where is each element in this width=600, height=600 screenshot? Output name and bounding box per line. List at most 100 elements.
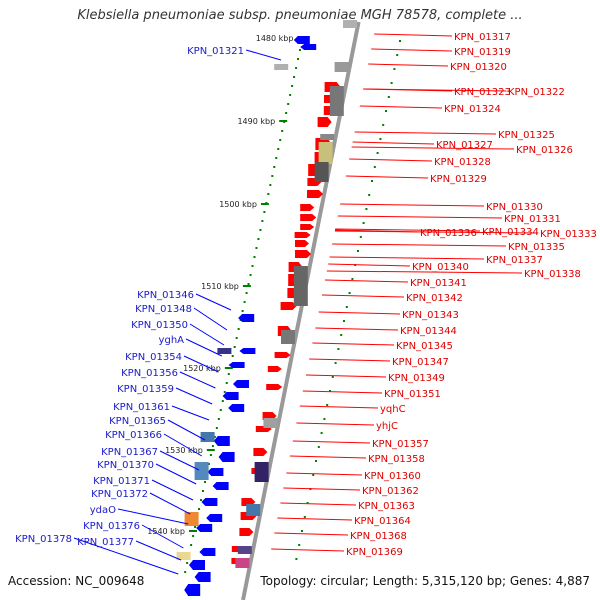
scale-dot — [376, 152, 379, 154]
forward-gene-label[interactable]: KPN_01368 — [350, 531, 407, 542]
reverse-gene-label[interactable]: KPN_01367 — [101, 447, 158, 458]
summary-text: Topology: circular; Length: 5,315,120 bp… — [260, 574, 590, 588]
scale-tick-label: 1480 kbp — [256, 34, 294, 43]
reverse-gene-label[interactable]: KPN_01356 — [121, 368, 178, 379]
forward-gene-label[interactable]: KPN_01358 — [368, 454, 425, 465]
reverse-gene-label[interactable]: KPN_01371 — [93, 476, 150, 487]
reverse-leader-line — [175, 387, 213, 405]
forward-gene-label[interactable]: KPN_01343 — [402, 310, 459, 321]
forward-gene-label[interactable]: KPN_01338 — [524, 269, 581, 280]
reverse-gene-label[interactable]: KPN_01377 — [77, 537, 134, 548]
scale-dot — [295, 67, 298, 69]
reverse-gene-label[interactable]: KPN_01372 — [91, 489, 148, 500]
reverse-gene-arrow — [184, 584, 201, 596]
forward-gene-label[interactable]: KPN_01369 — [346, 547, 403, 558]
reverse-leader-line — [185, 338, 223, 357]
forward-gene-label[interactable]: KPN_01344 — [400, 326, 457, 337]
forward-gene-label[interactable]: KPN_01341 — [410, 278, 467, 289]
scale-dot — [362, 222, 365, 224]
forward-gene-label[interactable]: KPN_01337 — [486, 255, 543, 266]
forward-gene-label[interactable]: KPN_01345 — [396, 341, 453, 352]
reverse-gene-label[interactable]: KPN_01365 — [109, 416, 166, 427]
forward-gene-label[interactable]: KPN_01364 — [354, 516, 411, 527]
reverse-gene-label[interactable]: ydaO — [90, 505, 116, 516]
reverse-gene-label[interactable]: KPN_01359 — [117, 384, 174, 395]
scale-dot — [192, 535, 195, 537]
forward-gene-label[interactable]: KPN_01329 — [430, 174, 487, 185]
reverse-gene-label[interactable]: KPN_01378 — [15, 534, 72, 545]
reverse-gene-label[interactable]: KPN_01354 — [125, 352, 182, 363]
forward-gene-label[interactable]: yhjC — [376, 421, 398, 432]
forward-gene-label[interactable]: KPN_01320 — [450, 62, 507, 73]
scale-dot — [215, 427, 218, 429]
forward-gene-label[interactable]: KPN_01335 — [508, 242, 565, 253]
reverse-gene-label[interactable]: KPN_01348 — [135, 304, 192, 315]
reverse-gene-label[interactable]: KPN_01376 — [83, 521, 140, 532]
forward-gene-arrow — [295, 240, 309, 247]
forward-gene-label[interactable]: KPN_01324 — [444, 104, 501, 115]
forward-leader-line — [351, 146, 515, 150]
forward-leader-line — [349, 158, 433, 162]
forward-gene-label[interactable]: KPN_01360 — [364, 471, 421, 482]
reverse-gene-label[interactable]: KPN_01350 — [131, 320, 188, 331]
forward-gene-label[interactable]: KPN_01319 — [454, 47, 511, 58]
reverse-gene-label[interactable]: KPN_01370 — [97, 460, 154, 471]
forward-gene-label[interactable]: KPN_01340 — [412, 262, 469, 273]
forward-gene-label[interactable]: KPN_01325 — [498, 130, 555, 141]
reverse-gene-label[interactable]: KPN_01366 — [105, 430, 162, 441]
reverse-gene-arrow — [239, 348, 256, 354]
cog-box — [343, 20, 357, 28]
scale-dot — [385, 110, 387, 112]
forward-gene-label[interactable]: KPN_01333 — [540, 229, 597, 240]
forward-gene-label[interactable]: KPN_01362 — [362, 486, 419, 497]
scale-dot — [263, 211, 266, 213]
scale-dot — [329, 390, 331, 392]
forward-gene-label[interactable]: KPN_01342 — [406, 293, 463, 304]
map-title: Klebsiella pneumoniae subsp. pneumoniae … — [77, 8, 523, 23]
scale-dot — [203, 481, 206, 483]
scale-dot — [373, 166, 376, 168]
scale-dot — [287, 103, 290, 105]
forward-gene-label[interactable]: KPN_01363 — [358, 501, 415, 512]
reverse-gene-label[interactable]: KPN_01361 — [113, 402, 170, 413]
forward-gene-label[interactable]: KPN_01357 — [372, 439, 429, 450]
cog-box — [314, 162, 329, 182]
forward-gene-label[interactable]: yqhC — [380, 404, 406, 415]
reverse-gene-arrow — [194, 572, 211, 582]
reverse-gene-label[interactable]: KPN_01346 — [137, 290, 194, 301]
forward-gene-label[interactable]: KPN_01327 — [436, 140, 493, 151]
forward-gene-label[interactable]: KPN_01351 — [384, 389, 441, 400]
forward-gene-label[interactable]: KPN_01336 — [420, 228, 477, 239]
scale-dot — [221, 400, 224, 402]
cog-box — [274, 64, 289, 70]
scale-dot — [382, 124, 385, 126]
forward-gene-label[interactable]: KPN_01347 — [392, 357, 449, 368]
cog-box — [176, 552, 191, 560]
reverse-gene-arrow — [218, 452, 235, 462]
reverse-gene-label[interactable]: yghA — [159, 335, 185, 346]
forward-gene-label[interactable]: KPN_01326 — [516, 145, 573, 156]
scale-dot — [200, 499, 203, 501]
forward-gene-label[interactable]: KPN_01330 — [486, 202, 543, 213]
scale-dot — [267, 193, 270, 195]
scale-dot — [277, 148, 280, 150]
forward-leader-line — [335, 228, 481, 232]
reverse-gene-label[interactable]: KPN_01321 — [187, 46, 244, 57]
scale-dot — [202, 490, 204, 492]
reverse-leader-line — [159, 450, 200, 471]
reverse-gene-arrow — [212, 482, 229, 490]
forward-gene-label[interactable]: KPN_01322 — [508, 87, 565, 98]
forward-gene-label[interactable]: KPN_01328 — [434, 157, 491, 168]
cog-box — [194, 462, 209, 480]
forward-gene-label[interactable]: KPN_01349 — [388, 373, 445, 384]
forward-gene-label[interactable]: KPN_01331 — [504, 214, 561, 225]
scale-dot — [393, 68, 396, 70]
scale-dot — [213, 436, 216, 438]
reverse-leader-line — [117, 508, 189, 525]
scale-tick-label: 1540 kbp — [147, 527, 185, 536]
forward-gene-label[interactable]: KPN_01334 — [482, 227, 539, 238]
forward-gene-label[interactable]: KPN_01323 — [454, 87, 511, 98]
forward-gene-label[interactable]: KPN_01317 — [454, 32, 511, 43]
forward-leader-line — [299, 405, 379, 409]
scale-dot — [261, 220, 264, 222]
